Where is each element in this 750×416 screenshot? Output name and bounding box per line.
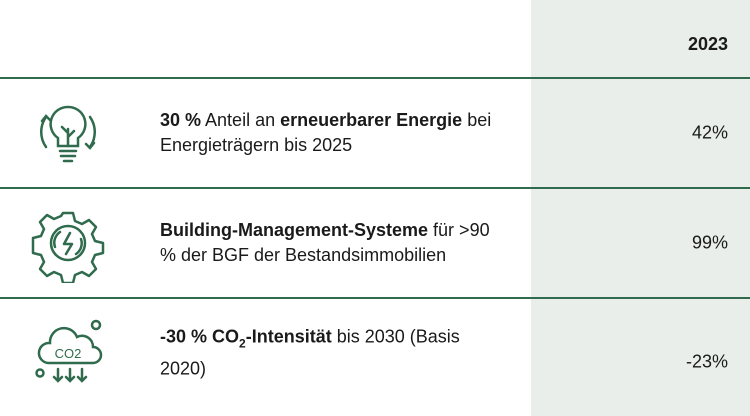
text-segment: 2 xyxy=(239,336,246,351)
row-value: 42% xyxy=(691,122,728,143)
row-value: 99% xyxy=(691,232,728,253)
row-text: -30 % CO2-Intensität bis 2030 (Basis 202… xyxy=(160,325,505,382)
row-text: 30 % Anteil an erneuerbarer Energie bei … xyxy=(160,108,505,158)
divider xyxy=(0,297,750,299)
divider xyxy=(0,187,750,189)
text-segment: -Intensität xyxy=(245,326,332,347)
year-header: 2023 xyxy=(687,34,728,54)
row: CO2 -30 % CO2-Intensität bis 2030 (Basis… xyxy=(0,299,750,407)
text-segment: -30 % CO xyxy=(160,326,240,347)
row: Building-Management-Systeme für >90 % de… xyxy=(0,189,750,297)
text-segment: erneuerbarer Energie xyxy=(280,110,463,130)
svg-text:CO2: CO2 xyxy=(55,346,82,361)
text-segment: für >90 % der BGF der Bestandsimmobilien xyxy=(160,220,490,265)
text-segment: Anteil an xyxy=(201,110,281,130)
co2-icon: CO2 xyxy=(35,319,103,383)
text-segment: Building-Management-Systeme xyxy=(160,220,429,240)
row: 30 % Anteil an erneuerbarer Energie bei … xyxy=(0,79,750,187)
text-segment: bei Energieträgern bis 2025 xyxy=(160,110,492,155)
text-segment: 30 % xyxy=(160,110,202,130)
divider xyxy=(0,77,750,79)
row-value: -23% xyxy=(685,351,728,372)
bulb-icon xyxy=(39,105,97,163)
text-segment: bis 2030 (Basis 2020) xyxy=(160,326,460,379)
gear-icon xyxy=(31,211,105,283)
row-text: Building-Management-Systeme für >90 % de… xyxy=(160,218,505,268)
year-column xyxy=(531,0,750,416)
